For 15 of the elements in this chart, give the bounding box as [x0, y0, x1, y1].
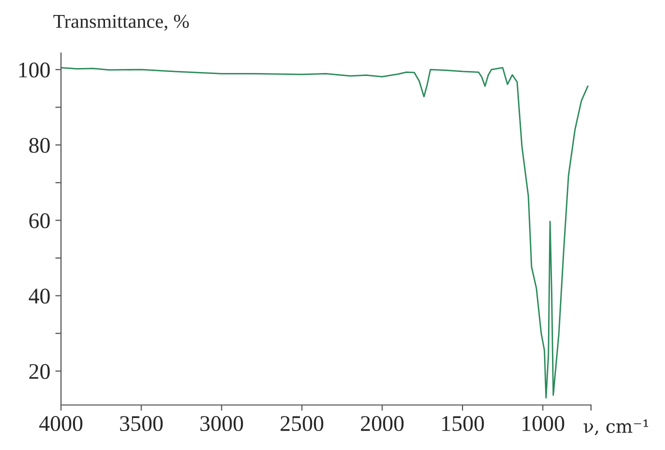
y-tick-label: 40 — [28, 288, 50, 304]
line-series — [61, 67, 588, 399]
x-tick-label: 3000 — [200, 416, 243, 432]
y-tick-label: 60 — [29, 213, 50, 228]
x-tick-label: 4000 — [39, 416, 82, 432]
x-tick-label: 1000 — [522, 416, 564, 432]
x-tick-label: 2000 — [360, 416, 404, 432]
y-axis-title: Transmittance, % — [53, 14, 189, 31]
x-tick-label: 2500 — [280, 416, 324, 432]
y-tick-label: 80 — [29, 138, 50, 153]
x-tick-label: 3500 — [120, 416, 163, 432]
x-tick-label: 1500 — [442, 416, 484, 432]
y-tick-label: 20 — [29, 364, 50, 380]
y-tick-label: 100 — [19, 62, 50, 78]
x-axis-title: ν, cm⁻¹ — [584, 420, 648, 436]
